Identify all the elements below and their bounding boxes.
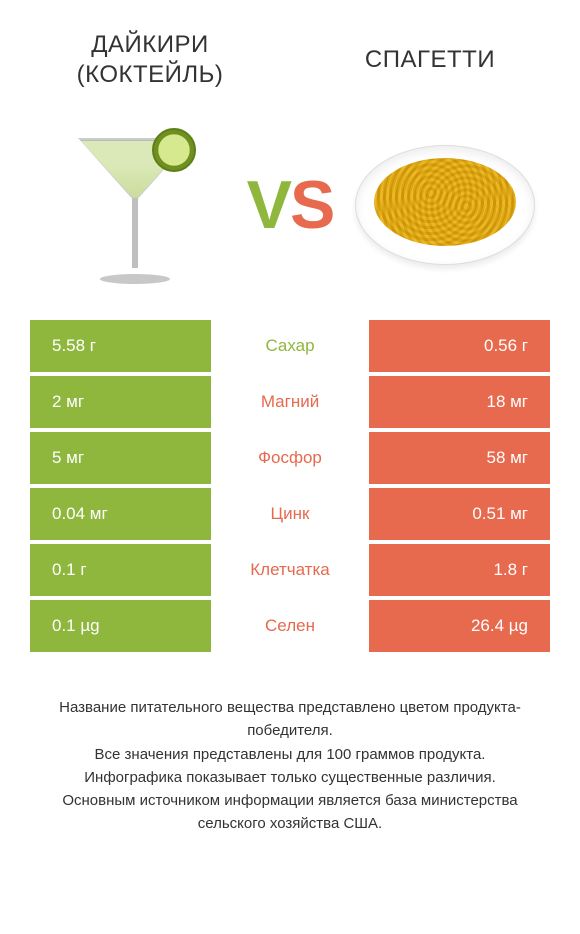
lime-icon	[152, 128, 196, 172]
title-left-line1: Дайкири	[91, 31, 209, 58]
image-right	[350, 110, 540, 300]
cell-right: 58 мг	[369, 432, 550, 484]
footer-note: Название питательного вещества представл…	[0, 656, 580, 836]
cell-right: 1.8 г	[369, 544, 550, 596]
table-row: 0.1 µgСелен26.4 µg	[30, 600, 550, 652]
title-left: Дайкири (коктейль)	[40, 30, 260, 90]
cell-left: 5.58 г	[30, 320, 211, 372]
cocktail-icon	[70, 120, 200, 290]
cell-left: 0.1 µg	[30, 600, 211, 652]
cell-label: Магний	[211, 376, 370, 428]
cell-label: Фосфор	[211, 432, 370, 484]
images-row: VS	[0, 100, 580, 320]
cell-left: 2 мг	[30, 376, 211, 428]
cell-right: 18 мг	[369, 376, 550, 428]
vs-label: VS	[247, 166, 334, 244]
vs-v: V	[247, 167, 290, 243]
cell-left: 0.04 мг	[30, 488, 211, 540]
image-left	[40, 110, 230, 300]
table-row: 5 мгФосфор58 мг	[30, 432, 550, 484]
table-row: 0.1 гКлетчатка1.8 г	[30, 544, 550, 596]
footer-line4: Основным источником информации является …	[62, 792, 517, 832]
vs-s: S	[290, 167, 333, 243]
cell-label: Клетчатка	[211, 544, 370, 596]
spaghetti-icon	[355, 145, 535, 265]
title-right: Спагетти	[320, 45, 540, 75]
cell-right: 0.56 г	[369, 320, 550, 372]
cell-label: Сахар	[211, 320, 370, 372]
cell-label: Селен	[211, 600, 370, 652]
cell-right: 26.4 µg	[369, 600, 550, 652]
nutrient-table: 5.58 гСахар0.56 г2 мгМагний18 мг5 мгФосф…	[0, 320, 580, 652]
table-row: 2 мгМагний18 мг	[30, 376, 550, 428]
cell-left: 5 мг	[30, 432, 211, 484]
table-row: 0.04 мгЦинк0.51 мг	[30, 488, 550, 540]
cell-right: 0.51 мг	[369, 488, 550, 540]
footer-line3: Инфографика показывает только существенн…	[84, 769, 496, 786]
footer-line2: Все значения представлены для 100 граммо…	[95, 746, 486, 763]
title-left-line2: (коктейль)	[77, 61, 224, 88]
footer-line1: Название питательного вещества представл…	[59, 699, 521, 739]
cell-label: Цинк	[211, 488, 370, 540]
header: Дайкири (коктейль) Спагетти	[0, 0, 580, 100]
table-row: 5.58 гСахар0.56 г	[30, 320, 550, 372]
cell-left: 0.1 г	[30, 544, 211, 596]
